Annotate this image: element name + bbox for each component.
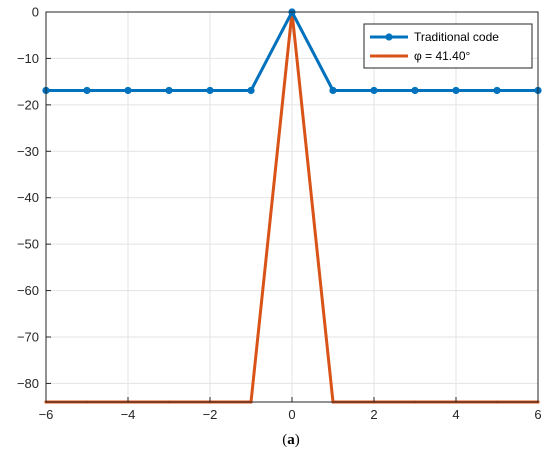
data-point — [165, 86, 173, 95]
x-tick-label: 6 — [534, 407, 541, 422]
caption-open: ( — [282, 432, 287, 448]
y-tick-label: −60 — [17, 283, 39, 298]
legend-marker — [387, 54, 391, 58]
legend-label: φ = 41.40° — [414, 49, 470, 63]
x-tick-label: 4 — [452, 407, 459, 422]
caption-label: a — [287, 432, 295, 448]
y-tick-label: −80 — [17, 376, 39, 391]
x-tick-label: 2 — [370, 407, 377, 422]
data-point — [493, 86, 501, 95]
data-point — [83, 86, 91, 95]
caption: (a) — [282, 432, 300, 448]
data-point — [411, 86, 419, 95]
y-tick-label: −40 — [17, 190, 39, 205]
data-point — [206, 86, 214, 95]
y-tick-label: −20 — [17, 97, 39, 112]
legend: Traditional code φ = 41.40° — [363, 23, 533, 69]
data-point — [124, 86, 132, 95]
legend-box — [363, 23, 533, 69]
caption-close: ) — [295, 432, 300, 448]
y-tick-label: −10 — [17, 51, 39, 66]
x-tick-label: −4 — [121, 407, 136, 422]
x-tick-label: −2 — [203, 407, 218, 422]
data-point — [329, 86, 337, 95]
data-point — [370, 86, 378, 95]
legend-label: Traditional code — [414, 30, 499, 44]
data-point — [452, 86, 460, 95]
axis-ticks: −6 −4 −2 0 2 4 60−10−20−30−40−50−60−70−80 — [17, 5, 542, 423]
y-tick-label: −70 — [17, 330, 39, 345]
x-tick-label: 0 — [288, 407, 295, 422]
y-tick-label: 0 — [32, 5, 39, 20]
y-tick-label: −30 — [17, 144, 39, 159]
legend-marker — [385, 33, 393, 41]
data-point — [247, 86, 255, 95]
y-tick-label: −50 — [17, 237, 39, 252]
x-tick-label: −6 — [39, 407, 54, 422]
